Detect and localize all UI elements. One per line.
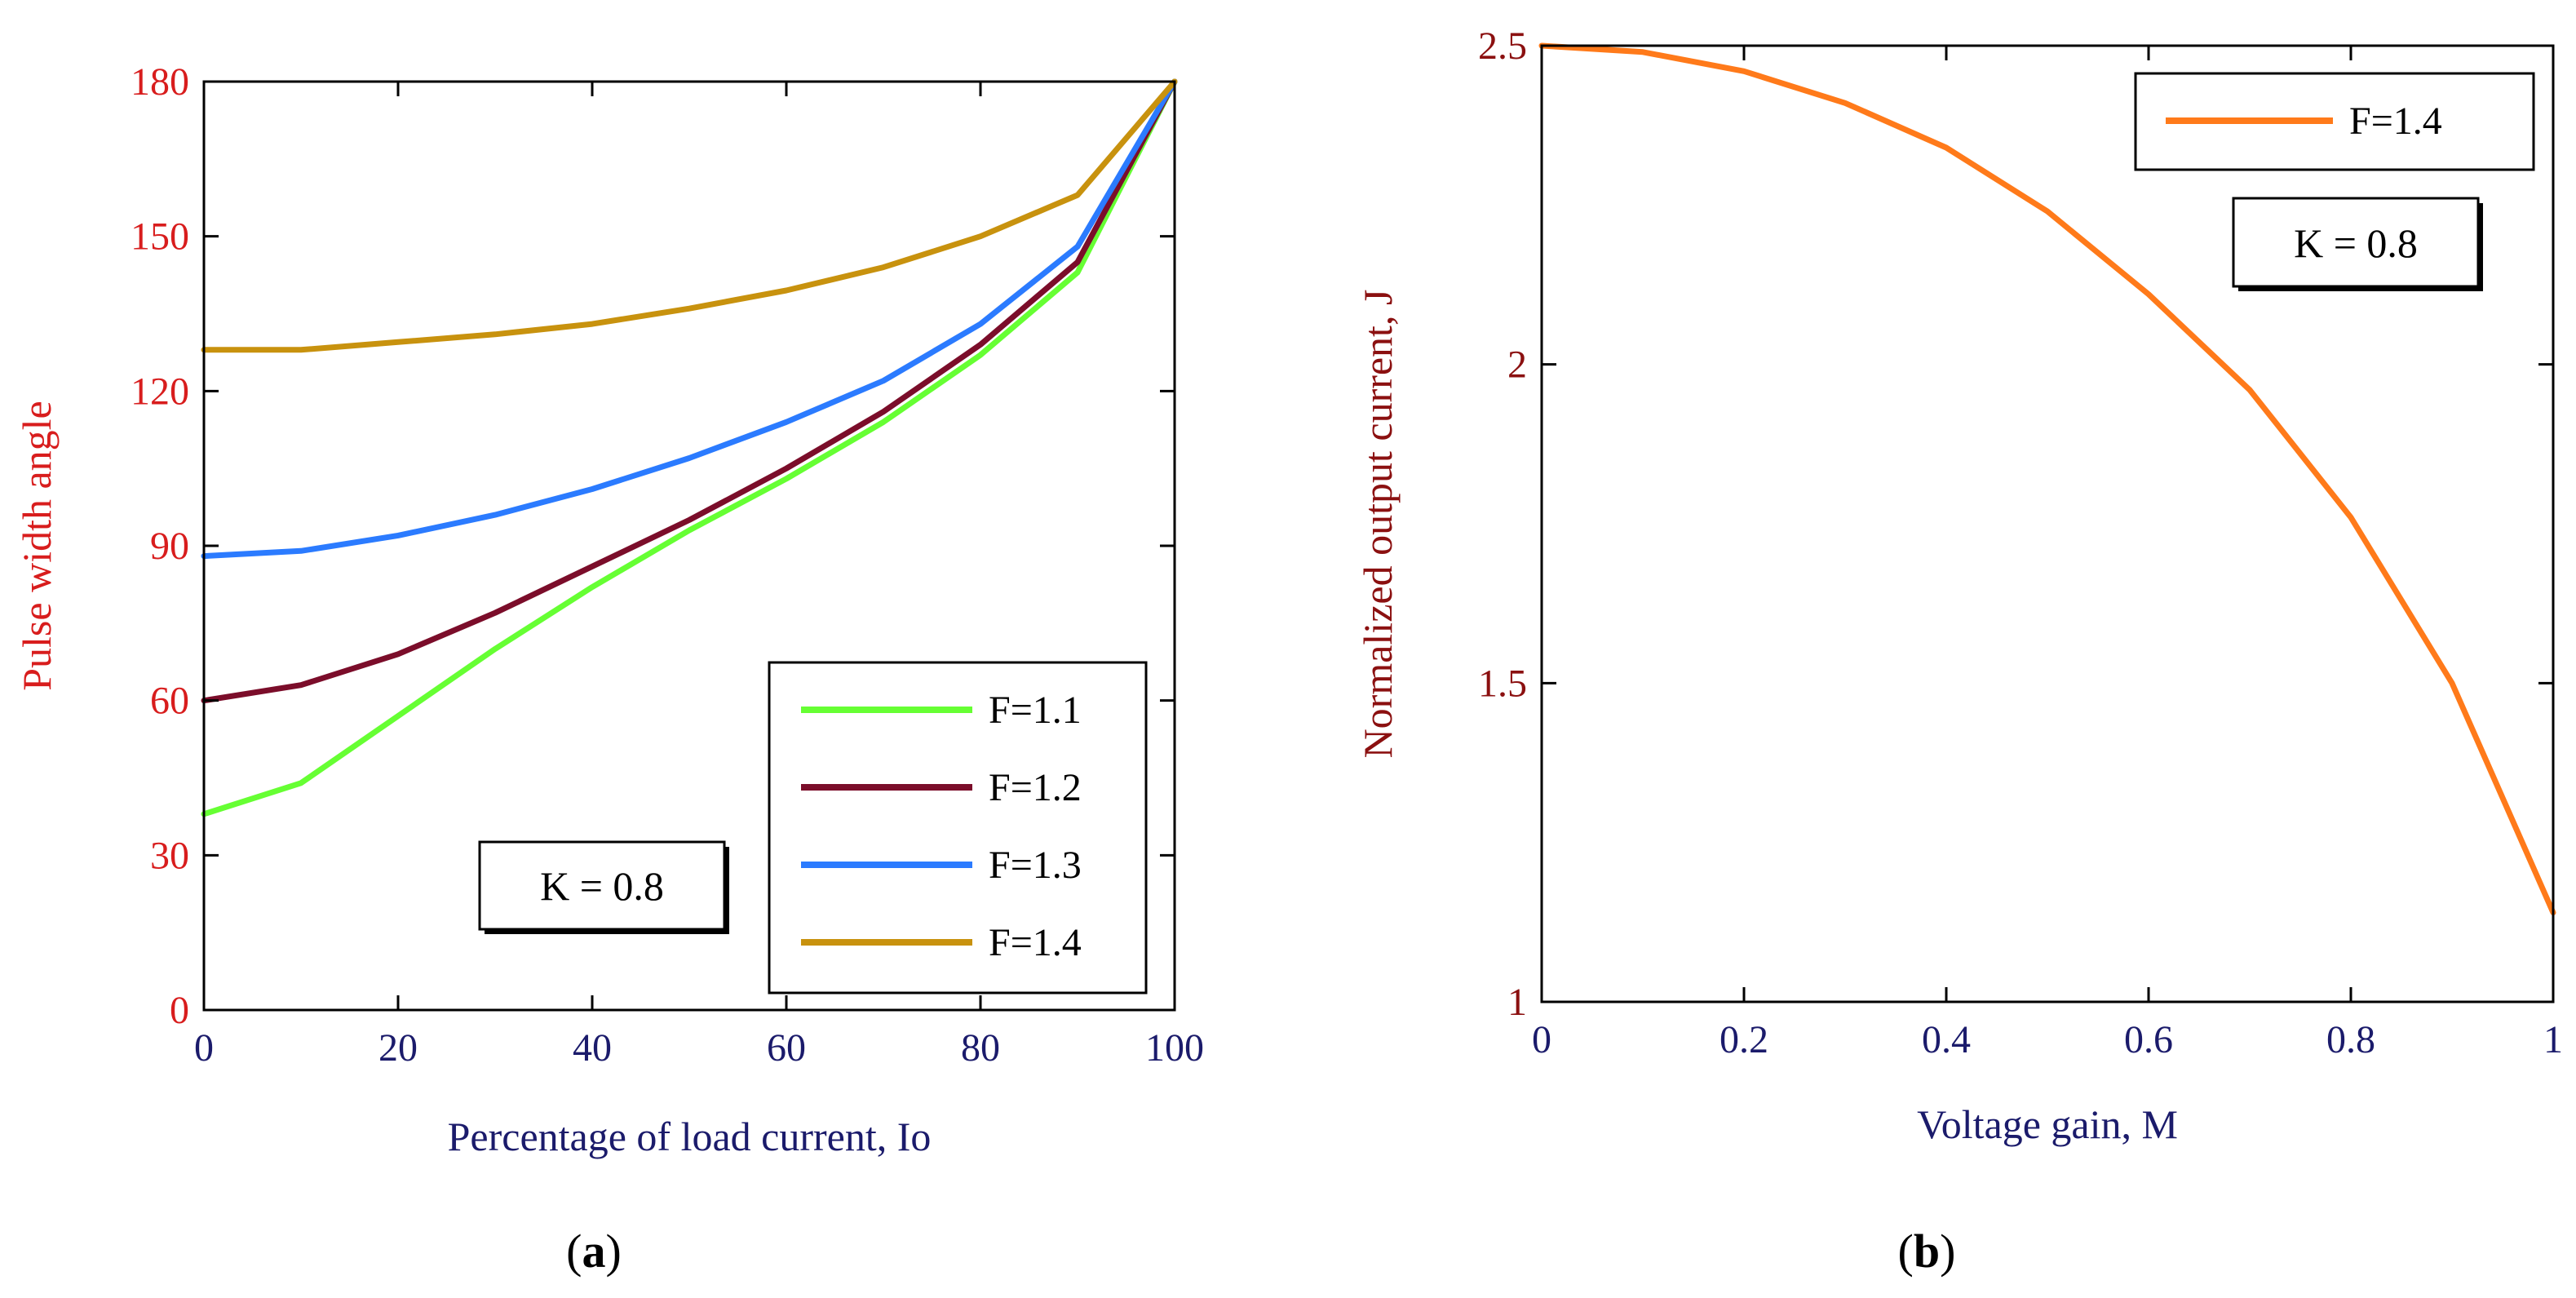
panel-a-legend: F=1.1 F=1.2 F=1.3 F=1.4 [768, 661, 1148, 995]
series-line-a-0 [201, 78, 1178, 817]
panel-b-x-tick-label: 0.6 [2124, 1018, 2173, 1061]
panel-b-label-letter: b [1914, 1225, 1940, 1278]
panel-a-legend-box [768, 661, 1148, 995]
panel-b-chart: 1 1.5 2 2.5 0 0.2 0.4 0.6 0.8 1 Voltage … [1355, 24, 2563, 1278]
panel-b-y-tick-label: 1.5 [1478, 662, 1527, 705]
panel-b-y-axis-title: Normalized output current, J [1355, 290, 1401, 759]
panel-a-y-tick-label: 30 [150, 834, 189, 877]
legend-label-f13: F=1.3 [989, 844, 1082, 887]
legend-label-f12: F=1.2 [989, 766, 1082, 809]
panel-a-x-tick-label: 100 [1145, 1026, 1204, 1070]
panel-a-y-tick-label: 0 [170, 989, 189, 1032]
panel-b-x-tick-label: 0.2 [1720, 1018, 1768, 1061]
legend-label-f14: F=1.4 [989, 921, 1082, 964]
panel-a-x-tick-label: 60 [767, 1026, 806, 1070]
legend-label-b-f14: F=1.4 [2349, 100, 2442, 143]
panel-a-y-tick-label: 150 [131, 215, 189, 259]
panel-b-x-tick-label: 0 [1532, 1018, 1551, 1061]
panel-b-x-tick-label: 1 [2543, 1018, 2563, 1061]
panel-b-tick-marks [1540, 44, 2555, 1003]
panel-b-x-tick-label: 0.4 [1922, 1018, 1971, 1061]
panel-a-label: (a) [566, 1225, 622, 1278]
panel-b-k-annotation: K = 0.8 [2232, 197, 2483, 291]
panel-a-label-letter: a [582, 1225, 606, 1278]
panel-a-y-tick-label: 180 [131, 60, 189, 104]
panel-b-y-tick-label: 2 [1507, 343, 1527, 387]
panel-a-chart: 0 30 60 90 120 150 180 0 20 40 60 80 100… [14, 60, 1204, 1278]
panel-b-series-group [1538, 42, 2556, 916]
panel-a-x-tick-label: 40 [573, 1026, 612, 1070]
panel-b-x-tick-label: 0.8 [2326, 1018, 2375, 1061]
series-line-a-2 [201, 78, 1178, 560]
panel-a-x-axis-title: Percentage of load current, Io [448, 1114, 932, 1159]
series-line-a-3 [201, 78, 1178, 353]
series-line-a-1 [201, 78, 1178, 704]
legend-label-f11: F=1.1 [989, 689, 1082, 732]
panel-b-k-box [2232, 197, 2480, 288]
panel-a-y-tick-label: 120 [131, 370, 189, 413]
panel-a-x-tick-label: 80 [961, 1026, 1000, 1070]
panel-a-x-tick-label: 0 [194, 1026, 214, 1070]
panel-b-legend: F=1.4 [2134, 72, 2535, 171]
panel-b-y-tick-label: 2.5 [1478, 24, 1527, 68]
panel-a-y-axis-title: Pulse width angle [14, 401, 60, 691]
panel-b-y-tick-label: 1 [1507, 981, 1527, 1024]
panel-a-y-tick-label: 90 [150, 525, 189, 568]
panel-b-k-text: K = 0.8 [2294, 220, 2418, 266]
panel-a-k-annotation: K = 0.8 [478, 840, 729, 934]
panel-a-x-tick-label: 20 [378, 1026, 418, 1070]
panel-b-x-axis-title: Voltage gain, M [1917, 1101, 2178, 1147]
panel-a-series-group [201, 78, 1178, 817]
panel-b-legend-box [2134, 72, 2535, 171]
panel-b-plot-frame [1540, 44, 2555, 1003]
panel-b-label: (b) [1898, 1225, 1956, 1278]
panel-a-tick-marks [202, 80, 1176, 1012]
panel-a-k-text: K = 0.8 [540, 863, 664, 909]
panel-a-y-tick-label: 60 [150, 680, 189, 723]
series-line-b-0 [1538, 42, 2556, 916]
panel-a-k-box [478, 840, 726, 931]
